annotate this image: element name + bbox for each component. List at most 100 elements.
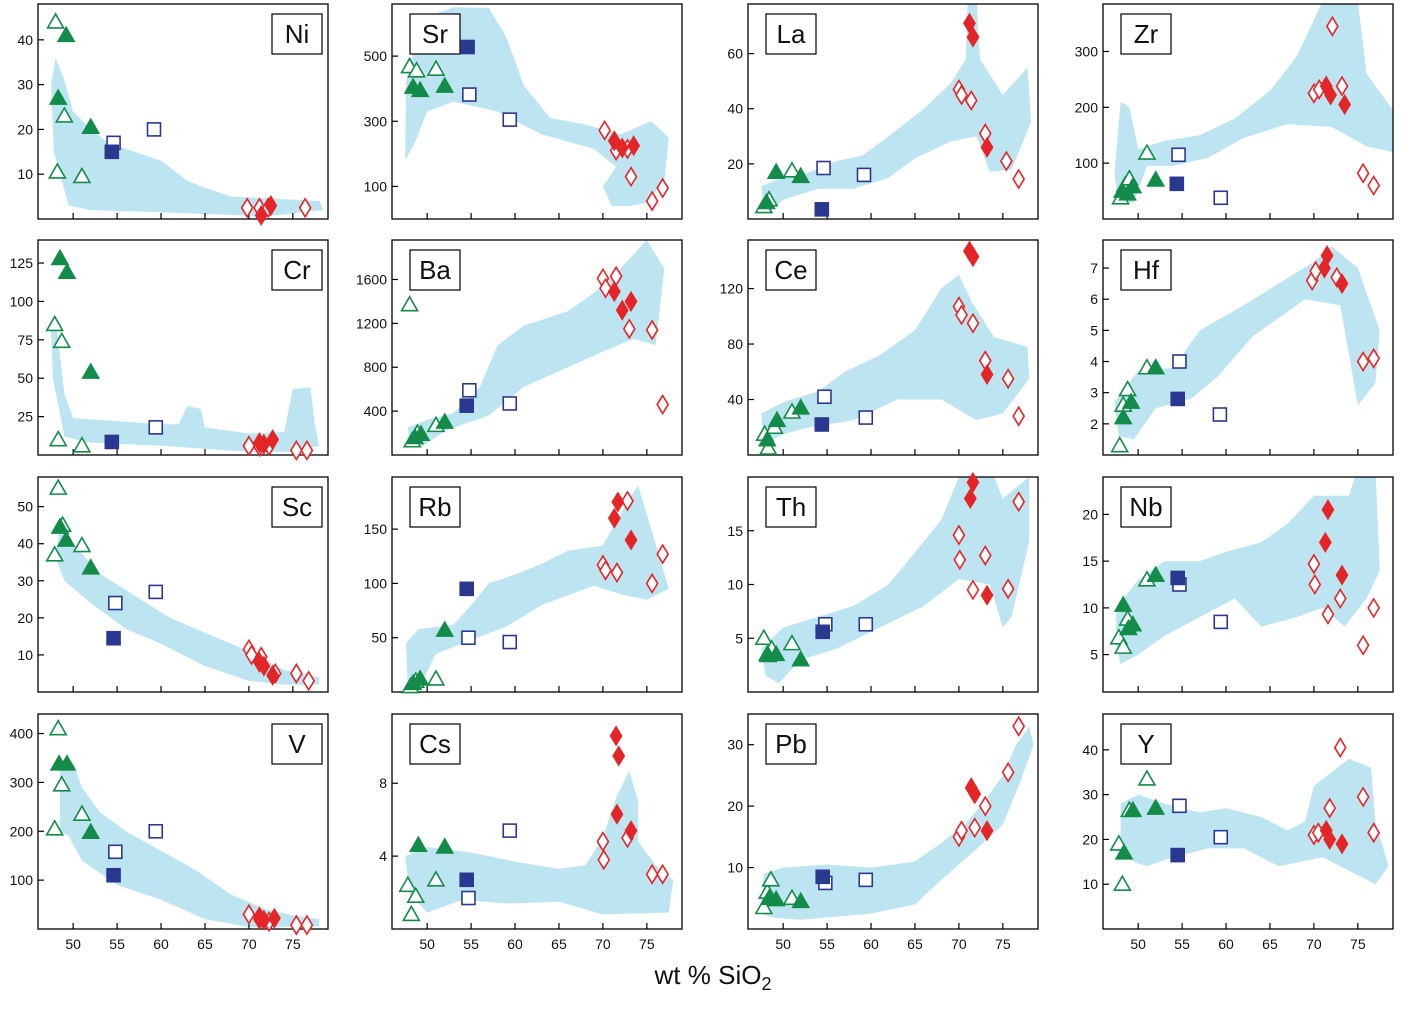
plot-frame xyxy=(1102,713,1394,930)
data-point-diamond-filled xyxy=(607,130,621,152)
element-label-nb: Nb xyxy=(1120,486,1172,528)
data-point-triangle-open xyxy=(754,628,774,646)
data-point-square-filled xyxy=(460,39,475,55)
field-region xyxy=(1114,246,1380,440)
data-point-diamond-filled xyxy=(980,136,994,158)
data-point-square-open xyxy=(1212,407,1228,422)
data-point-triangle-open xyxy=(72,804,92,821)
data-point-triangle-filled xyxy=(1113,595,1133,612)
plot-frame xyxy=(391,476,683,693)
data-point-diamond-open xyxy=(621,490,634,512)
element-label-sr: Sr xyxy=(409,13,461,55)
data-point-diamond-filled xyxy=(1321,499,1335,521)
data-point-triangle-open xyxy=(400,295,419,312)
data-point-triangle-filled xyxy=(57,262,77,280)
element-label-la: La xyxy=(765,13,817,55)
y-tick-label: 300 xyxy=(1075,43,1099,59)
panel-hf: 2 3 4 5 6 7 Hf xyxy=(1090,239,1394,456)
data-point-square-filled xyxy=(1170,847,1185,863)
element-label-rb: Rb xyxy=(409,486,461,528)
data-point-diamond-filled xyxy=(624,290,638,312)
data-point-diamond-open xyxy=(599,277,612,299)
data-point-diamond-open xyxy=(610,562,624,584)
data-point-diamond-filled xyxy=(1323,828,1337,850)
y-tick-label: 10 xyxy=(17,647,33,663)
field-region xyxy=(51,57,324,217)
field-region xyxy=(60,762,320,927)
y-tick-label: 20 xyxy=(17,610,33,626)
data-point-triangle-open xyxy=(48,478,68,495)
y-tick-label: 5 xyxy=(735,630,743,646)
element-label-cr: Cr xyxy=(271,249,323,291)
x-tick-label: 55 xyxy=(463,936,479,952)
y-tick-label: 300 xyxy=(10,774,34,790)
data-point-triangle-filled xyxy=(50,517,70,534)
data-point-diamond-open xyxy=(1321,603,1335,625)
y-tick-label: 4 xyxy=(1090,354,1098,370)
data-point-triangle-filled xyxy=(435,76,455,93)
data-point-diamond-open xyxy=(240,197,254,219)
y-tick-label: 120 xyxy=(720,281,744,297)
panel-ba: 400 800 1200 1600 Ba xyxy=(356,239,683,456)
data-point-diamond-open xyxy=(1367,347,1381,369)
data-point-diamond-open xyxy=(599,559,612,581)
field-region xyxy=(1120,758,1389,885)
data-point-triangle-open xyxy=(1137,769,1157,786)
y-tick-label: 60 xyxy=(727,46,743,62)
data-point-diamond-filled xyxy=(980,820,994,842)
data-point-diamond-open xyxy=(245,644,258,666)
element-label-text: La xyxy=(777,19,806,49)
data-point-diamond-filled xyxy=(254,204,268,226)
y-tick-label: 50 xyxy=(17,370,33,386)
data-point-diamond-open xyxy=(964,89,978,112)
data-point-triangle-filled xyxy=(791,650,811,667)
data-point-square-filled xyxy=(814,202,830,217)
y-tick-label: 20 xyxy=(727,156,743,172)
panel-rb: 50 100 150 Rb xyxy=(364,476,683,694)
panel-v: 100 200 300 400 50 55 60 65 70 75 V xyxy=(10,713,329,952)
data-point-triangle-open xyxy=(72,535,92,553)
y-tick-label: 150 xyxy=(364,521,388,537)
data-point-triangle-filled xyxy=(81,362,101,379)
data-point-square-filled xyxy=(815,869,830,885)
panel-th: 5 10 15 Th xyxy=(727,471,1039,693)
y-tick-label: 30 xyxy=(17,77,33,93)
panel-nb: 5 10 15 20 Nb xyxy=(1082,476,1394,693)
data-point-triangle-filled xyxy=(81,117,101,134)
element-label-text: V xyxy=(288,729,306,759)
data-point-diamond-open xyxy=(1356,786,1370,808)
panel-ce: 40 80 120 Ce xyxy=(720,239,1039,456)
data-point-square-filled xyxy=(459,398,474,413)
plot-frame xyxy=(391,239,683,456)
data-point-diamond-open xyxy=(955,820,968,842)
y-tick-label: 100 xyxy=(364,575,388,591)
panel-y: 10 20 30 40 50 55 60 65 70 75 Y xyxy=(1082,713,1394,952)
data-point-diamond-filled xyxy=(267,907,281,929)
element-label-pb: Pb xyxy=(765,723,817,765)
data-point-triangle-open xyxy=(1137,143,1157,160)
field-region xyxy=(405,7,669,206)
data-point-diamond-filled xyxy=(1335,273,1349,295)
data-point-square-open xyxy=(461,890,476,906)
y-tick-label: 40 xyxy=(1082,742,1098,758)
data-point-triangle-open xyxy=(426,870,446,887)
y-tick-label: 300 xyxy=(364,113,388,129)
x-tick-label: 50 xyxy=(775,936,791,952)
data-point-diamond-open xyxy=(289,439,303,461)
x-tick-label: 75 xyxy=(1350,936,1366,952)
y-tick-label: 10 xyxy=(1082,600,1098,616)
element-label-text: Sr xyxy=(422,19,448,49)
data-point-diamond-open xyxy=(624,166,638,188)
data-point-square-open xyxy=(462,87,477,102)
data-point-diamond-open xyxy=(955,84,968,106)
data-point-diamond-open xyxy=(1012,491,1026,513)
data-point-diamond-open xyxy=(966,312,980,334)
plot-frame xyxy=(747,239,1039,456)
y-tick-label: 1200 xyxy=(356,315,387,331)
data-point-diamond-open xyxy=(596,831,610,853)
y-tick-label: 200 xyxy=(10,823,34,839)
x-tick-label: 55 xyxy=(109,936,125,952)
element-label-ba: Ba xyxy=(409,249,461,291)
field-region xyxy=(55,525,320,685)
data-point-triangle-open xyxy=(401,904,421,922)
